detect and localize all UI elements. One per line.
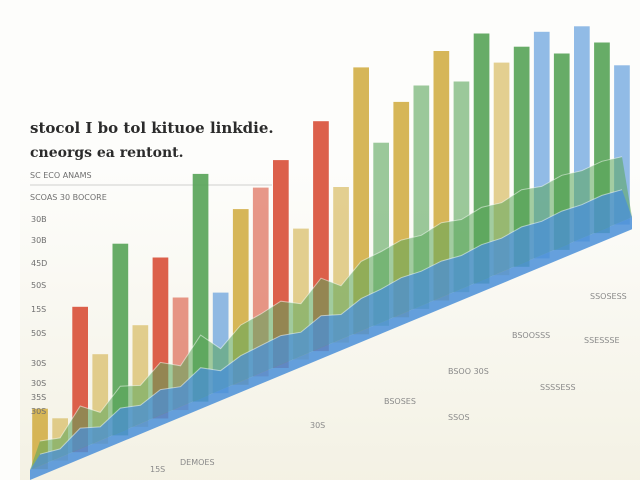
x-tick-label: SSSSESS — [540, 383, 576, 392]
x-tick-label: SSESSSE — [584, 336, 620, 345]
area-group — [30, 156, 632, 480]
y-tick-labels: 30B 30B 45D 50S 15S 50S 30S 30S 35S 30S — [31, 215, 47, 416]
x-tick-label: BSOO 30S — [448, 367, 489, 376]
y-tick-label: 35S — [31, 393, 46, 402]
baseline-strip — [30, 217, 632, 480]
y-tick-label: 45D — [31, 259, 47, 268]
x-tick-label: SSOS — [448, 413, 470, 422]
x-tick-label: SSOSESS — [590, 292, 627, 301]
x-tick-label: 30S — [310, 421, 325, 430]
area-line-2 — [39, 189, 623, 455]
header-text: SCOAS 30 BOCORE — [30, 193, 107, 202]
y-tick-label: 30B — [31, 236, 47, 245]
y-tick-label: 15S — [31, 305, 46, 314]
area-line-1 — [39, 156, 623, 442]
area-band-2 — [30, 189, 632, 470]
x-tick-label: 15S — [150, 465, 165, 474]
chart-subtitle: cneorgs ea rentont. — [30, 145, 184, 161]
chart-title: stocol I bo tol kituoe linkdie. — [30, 119, 274, 137]
y-tick-label: 30S — [31, 407, 46, 416]
y-tick-label: 50S — [31, 281, 46, 290]
x-tick-label: DEMOES — [180, 458, 215, 467]
y-tick-label: 30S — [31, 359, 46, 368]
x-tick-labels: 15S DEMOES 30S BSOSES SSOS BSOO 30S BSOOSSS SSE… — [150, 292, 627, 474]
legend-text: SC ECO ANAMS — [30, 171, 92, 180]
y-tick-label: 30B — [31, 215, 47, 224]
y-tick-label: 50S — [31, 329, 46, 338]
y-tick-label: 30S — [31, 379, 46, 388]
x-tick-label: BSOOSSS — [512, 331, 550, 340]
x-tick-label: BSOSES — [384, 397, 416, 406]
